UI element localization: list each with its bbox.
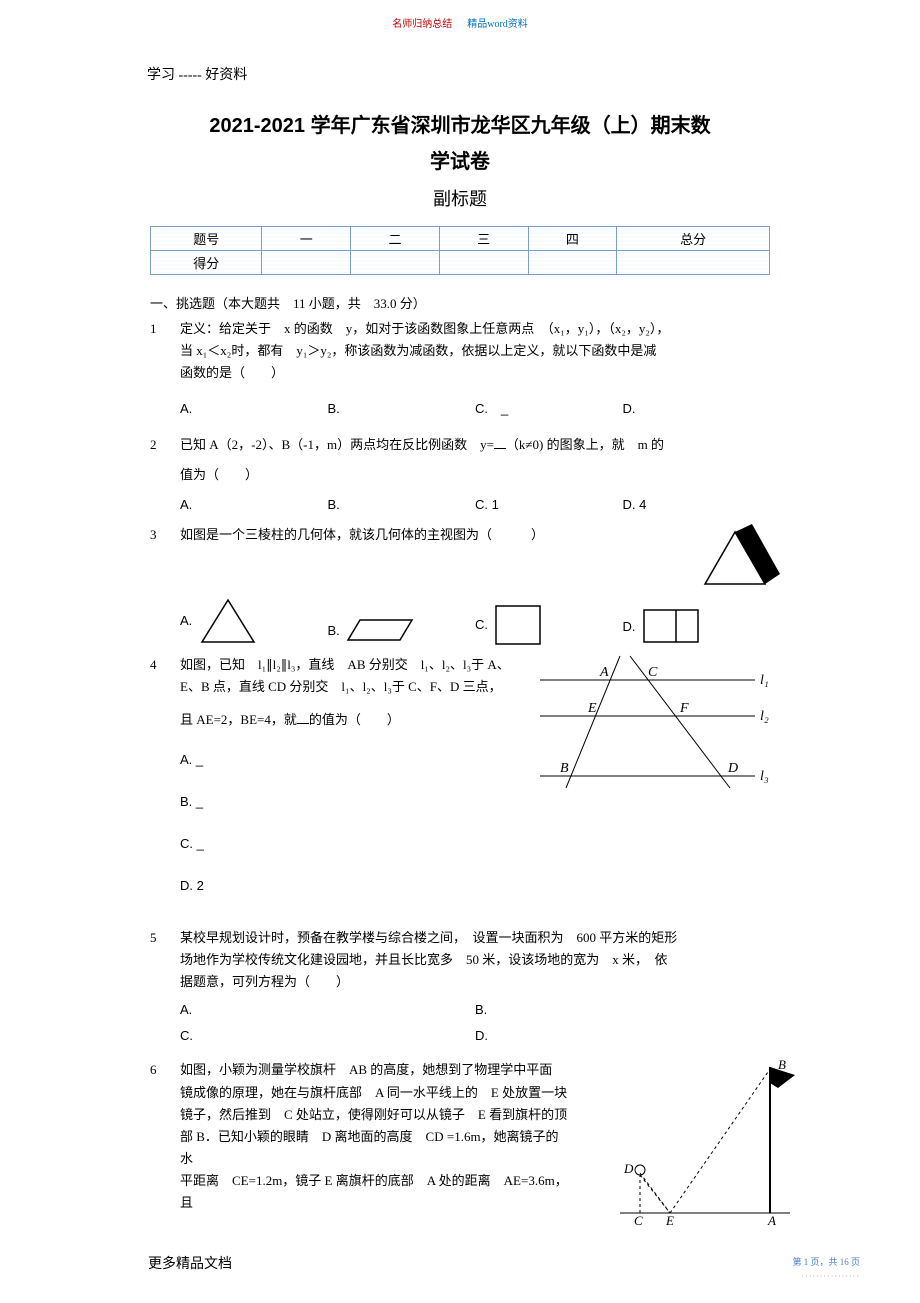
prism-icon <box>690 524 780 601</box>
q4-opt-a: A. _ <box>180 752 203 767</box>
main-content: 2021-2021 学年广东省深圳市龙华区九年级（上）期末数 学试卷 副标题 题… <box>150 108 770 1222</box>
th-2: 二 <box>351 226 440 250</box>
svg-text:l₃: l₃ <box>760 769 769 784</box>
th-3: 三 <box>439 226 528 250</box>
q5-opt-d: D. <box>475 1028 488 1043</box>
svg-text:D: D <box>623 1161 634 1176</box>
svg-text:E: E <box>587 701 597 716</box>
q1-opt-d: D. <box>623 398 636 420</box>
question-6: 6 如图，小颖为测量学校旗杆 AB 的高度，她想到了物理学中平面 镜成像的原理，… <box>150 1059 770 1214</box>
td-4 <box>528 250 617 274</box>
parallel-lines-icon: A C E F B D l₁ l₂ l₃ <box>530 648 780 805</box>
q3-opt-c: C. <box>475 614 488 636</box>
q5-l1: 某校早规划设计时，预备在教学楼与综合楼之间， 设置一块面积为 600 平方米的矩… <box>180 927 770 949</box>
svg-text:A: A <box>599 665 609 680</box>
th-num: 题号 <box>151 226 262 250</box>
svg-text:F: F <box>679 701 689 716</box>
q2-opt-d: D. 4 <box>623 494 647 516</box>
q6-l4: 部 B．已知小颖的眼睛 D 离地面的高度 CD =1.6m，她离镜子的水 <box>180 1126 570 1170</box>
q3-opt-b: B. <box>328 620 340 642</box>
flagpole-icon: B D C E A <box>610 1055 800 1232</box>
svg-text:B: B <box>560 761 569 776</box>
q6-l5: 平距离 CE=1.2m，镜子 E 离旗杆的底部 A 处的距离 AE=3.6m，且 <box>180 1170 570 1214</box>
q1-l3: 函数的是（ ） <box>180 362 770 384</box>
q1-l1: 定义：给定关于 x 的函数 y，如对于该函数图象上任意两点 （x₁，y₁），（x… <box>180 318 770 340</box>
q5-opt-a: A. <box>180 1002 192 1017</box>
question-5: 5 某校早规划设计时，预备在教学楼与综合楼之间， 设置一块面积为 600 平方米… <box>150 927 770 1051</box>
study-header: 学习 ----- 好资料 <box>147 64 247 84</box>
split-rect-icon <box>642 608 702 646</box>
question-2: 2 已知 A（2，-2）、B（-1，m）两点均在反比例函数 y=（k≠0) 的图… <box>150 434 770 516</box>
svg-text:D: D <box>727 761 738 776</box>
q1-num: 1 <box>150 318 180 420</box>
q2-opt-c: C. 1 <box>475 494 499 516</box>
q6-l2: 镜成像的原理，她在与旗杆底部 A 同一水平线上的 E 处放置一块 <box>180 1082 570 1104</box>
q1-opt-b: B. <box>328 398 340 420</box>
question-3: 3 如图是一个三棱柱的几何体，就该几何体的主视图为（ ） A. B. <box>150 524 770 646</box>
section-header: 一、挑选题（本大题共 11 小题，共 33.0 分） <box>150 293 770 312</box>
q2-l2: 值为（ ） <box>180 464 770 486</box>
q4-opt-d: D. 2 <box>180 878 204 893</box>
q2-l1: 已知 A（2，-2）、B（-1，m）两点均在反比例函数 y=（k≠0) 的图象上… <box>180 434 770 456</box>
th-1: 一 <box>262 226 351 250</box>
page-number: 第 1 页，共 16 页 <box>792 1255 860 1268</box>
q4-l2: E、B 点，直线 CD 分别交 l₁、l₂、l₃于 C、F、D 三点， <box>180 676 520 698</box>
q3-num: 3 <box>150 524 180 646</box>
question-1: 1 定义：给定关于 x 的函数 y，如对于该函数图象上任意两点 （x₁，y₁），… <box>150 318 770 420</box>
q4-l1: 如图，已知 l₁∥l₂∥l₃，直线 AB 分别交 l₁、l₂、l₃于 A、 <box>180 654 520 676</box>
td-score: 得分 <box>151 250 262 274</box>
svg-text:C: C <box>648 665 658 680</box>
q5-l2: 场地作为学校传统文化建设园地，并且长比宽多 50 米，设该场地的宽为 x 米， … <box>180 949 770 971</box>
q2-num: 2 <box>150 434 180 516</box>
q6-l3: 镜子，然后推到 C 处站立，使得刚好可以从镜子 E 看到旗杆的顶 <box>180 1104 570 1126</box>
th-total: 总分 <box>617 226 770 250</box>
td-total <box>617 250 770 274</box>
page-dots: ················ <box>801 1272 860 1281</box>
svg-text:E: E <box>665 1213 674 1225</box>
q4-num: 4 <box>150 654 180 917</box>
question-4: 4 如图，已知 l₁∥l₂∥l₃，直线 AB 分别交 l₁、l₂、l₃于 A、 … <box>150 654 770 917</box>
blank-icon <box>494 439 506 449</box>
score-table: 题号 一 二 三 四 总分 得分 <box>150 226 770 275</box>
square-icon <box>494 604 544 646</box>
q4-opt-b: B. _ <box>180 794 203 809</box>
q5-opt-b: B. <box>475 1002 487 1017</box>
q1-opt-a: A. <box>180 398 192 420</box>
q1-opt-c: C. _ <box>475 398 508 420</box>
td-2 <box>351 250 440 274</box>
q1-l2: 当 x₁＜x₂时，都有 y₁＞y₂，称该函数为减函数，依据以上定义，就以下函数中… <box>180 340 770 362</box>
parallelogram-icon <box>346 616 416 646</box>
title-line2: 学试卷 <box>150 144 770 180</box>
triangle-icon <box>198 596 258 646</box>
q4-opt-c: C. _ <box>180 836 204 851</box>
svg-text:B: B <box>778 1057 786 1072</box>
blank-icon <box>297 714 309 724</box>
q4-l3: 且 AE=2，BE=4，就的值为（ ） <box>180 709 520 731</box>
q2-opt-b: B. <box>328 494 340 516</box>
svg-text:l₁: l₁ <box>760 673 769 688</box>
svg-text:A: A <box>767 1213 776 1225</box>
td-1 <box>262 250 351 274</box>
table-row: 题号 一 二 三 四 总分 <box>151 226 770 250</box>
footer: 更多精品文档 <box>148 1253 232 1273</box>
q3-opt-a: A. <box>180 610 192 632</box>
svg-text:l₂: l₂ <box>760 709 769 724</box>
banner-left: 名师归纳总结 <box>392 19 452 30</box>
td-3 <box>439 250 528 274</box>
banner-right: 精品word资料 <box>467 19 528 30</box>
q3-text: 如图是一个三棱柱的几何体，就该几何体的主视图为（ ） <box>180 524 770 546</box>
q6-num: 6 <box>150 1059 180 1214</box>
q6-l1: 如图，小颖为测量学校旗杆 AB 的高度，她想到了物理学中平面 <box>180 1059 570 1081</box>
top-banner: 名师归纳总结 精品word资料 <box>0 0 920 30</box>
subtitle: 副标题 <box>150 180 770 220</box>
q5-opt-c: C. <box>180 1028 193 1043</box>
q5-num: 5 <box>150 927 180 1051</box>
q3-opt-d: D. <box>623 616 636 638</box>
th-4: 四 <box>528 226 617 250</box>
table-row: 得分 <box>151 250 770 274</box>
svg-text:C: C <box>634 1213 643 1225</box>
q5-l3: 据题意，可列方程为（ ） <box>180 971 770 993</box>
q2-opt-a: A. <box>180 494 192 516</box>
title-line1: 2021-2021 学年广东省深圳市龙华区九年级（上）期末数 <box>150 108 770 144</box>
